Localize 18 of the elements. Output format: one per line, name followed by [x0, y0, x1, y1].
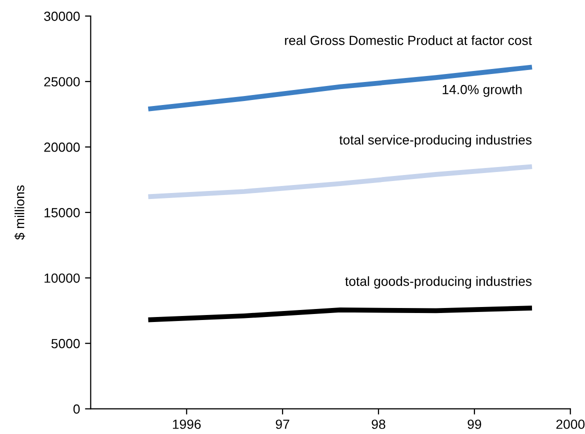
line-series	[146, 64, 534, 112]
series-label: real Gross Domestic Product at factor cost	[285, 35, 532, 46]
y-tick-label: 15000	[44, 208, 80, 218]
x-tick-label: 97	[276, 420, 290, 429]
x-tick-label: 98	[372, 420, 386, 429]
y-tick-label: 10000	[44, 273, 80, 283]
x-tick-label: 2000	[556, 420, 585, 429]
series-label: total goods-producing industries	[345, 276, 532, 289]
y-tick-label: 0	[73, 404, 80, 414]
y-tick-label: 30000	[44, 12, 80, 21]
y-tick-label: 20000	[44, 142, 80, 152]
x-tick-label: 99	[468, 420, 482, 429]
annotation: 14.0% growth	[442, 84, 522, 97]
x-tick-label: 1996	[172, 420, 201, 429]
series-label: total service-producing industries	[339, 134, 532, 148]
y-tick-label: 5000	[51, 338, 80, 348]
y-tick-label: 25000	[44, 77, 80, 86]
y-axis-title: $ millions	[14, 185, 26, 240]
